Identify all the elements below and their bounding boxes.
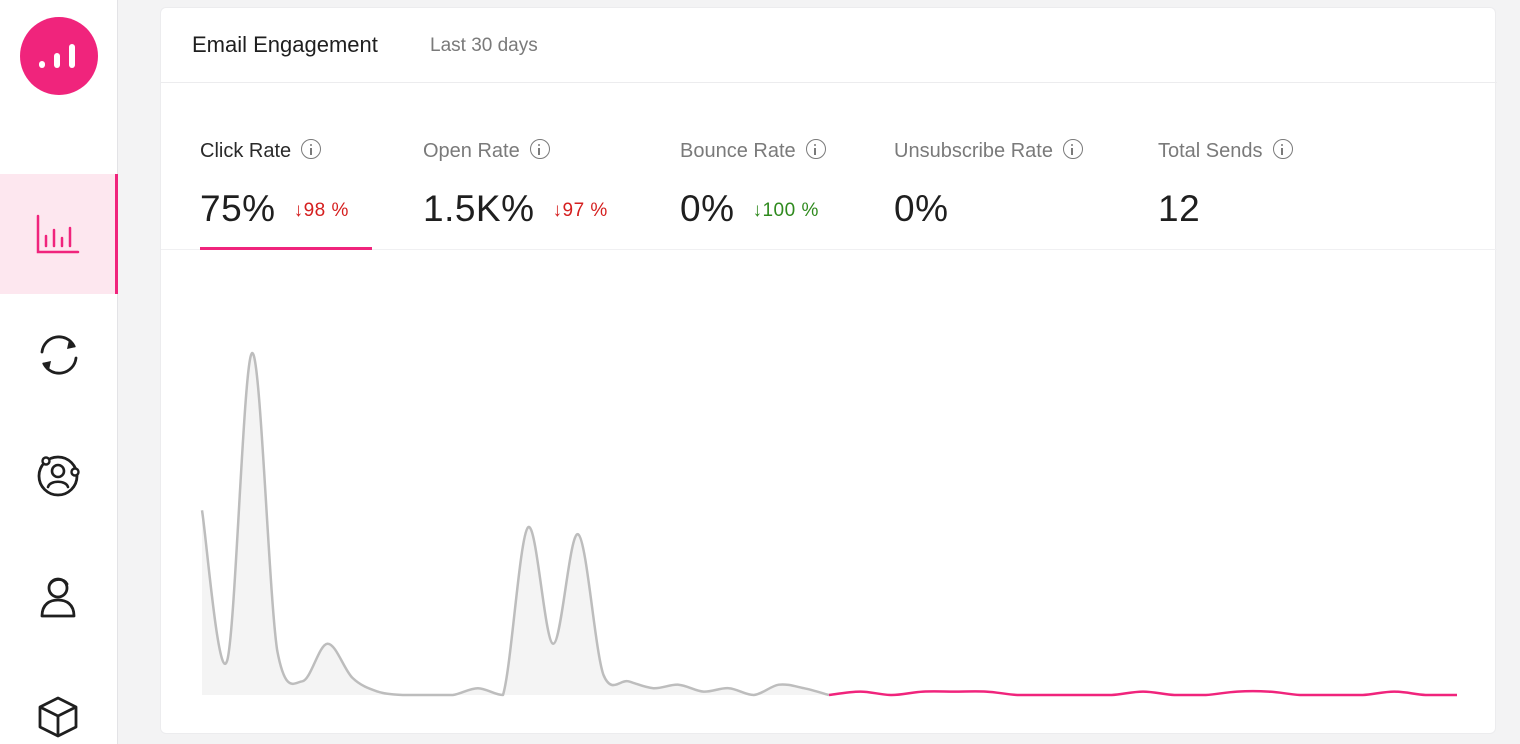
metric-value: 75% <box>200 188 276 229</box>
current-period-line <box>828 689 1457 697</box>
metric-total-sends[interactable]: Total Sends 12 <box>1158 84 1338 250</box>
bar-chart-logo-icon[interactable] <box>20 17 98 95</box>
metric-label: Unsubscribe Rate <box>894 140 1053 162</box>
metric-value: 0% <box>680 188 735 229</box>
sidebar-item-package[interactable] <box>0 654 118 744</box>
metric-unsubscribe-rate[interactable]: Unsubscribe Rate 0% <box>894 84 1124 250</box>
email-engagement-card: Email Engagement Last 30 days Click Rate… <box>160 7 1497 734</box>
card-header: Email Engagement Last 30 days <box>161 8 1497 83</box>
metric-value: 12 <box>1158 188 1201 229</box>
contact-icon <box>40 577 76 618</box>
metric-click-rate[interactable]: Click Rate 75% ↓98 % <box>200 84 390 250</box>
analytics-icon <box>36 214 80 254</box>
sidebar-item-analytics[interactable] <box>0 174 118 294</box>
metric-delta: ↓97 % <box>552 200 608 221</box>
metric-label: Bounce Rate <box>680 140 796 162</box>
metric-value: 0% <box>894 188 949 229</box>
engagement-chart <box>200 351 1457 697</box>
previous-period-line <box>200 351 830 697</box>
package-icon <box>38 696 78 738</box>
info-icon[interactable] <box>805 139 826 159</box>
metric-bounce-rate[interactable]: Bounce Rate 0% ↓100 % <box>680 84 870 250</box>
metric-label: Open Rate <box>423 140 520 162</box>
metric-value: 1.5K% <box>423 188 535 229</box>
sync-icon <box>40 335 78 375</box>
sidebar <box>0 0 118 744</box>
audience-icon <box>37 455 80 497</box>
metric-label: Total Sends <box>1158 140 1263 162</box>
metric-label: Click Rate <box>200 140 292 162</box>
metric-open-rate[interactable]: Open Rate 1.5K% ↓97 % <box>423 84 653 250</box>
active-tab-indicator <box>200 247 372 250</box>
sidebar-item-audience[interactable] <box>0 414 118 534</box>
info-icon[interactable] <box>301 139 322 159</box>
card-title: Email Engagement <box>192 32 378 57</box>
metrics-row: Click Rate 75% ↓98 % Open Rate 1.5K% ↓97 %… <box>161 84 1497 250</box>
sidebar-item-sync[interactable] <box>0 294 118 414</box>
info-icon[interactable] <box>529 139 550 159</box>
info-icon[interactable] <box>1272 139 1293 159</box>
metric-delta: ↓100 % <box>752 200 819 221</box>
sidebar-item-contact[interactable] <box>0 534 118 654</box>
metric-delta: ↓98 % <box>293 200 349 221</box>
card-subtitle: Last 30 days <box>430 35 538 56</box>
previous-period-area <box>202 352 829 695</box>
info-icon[interactable] <box>1062 139 1083 159</box>
